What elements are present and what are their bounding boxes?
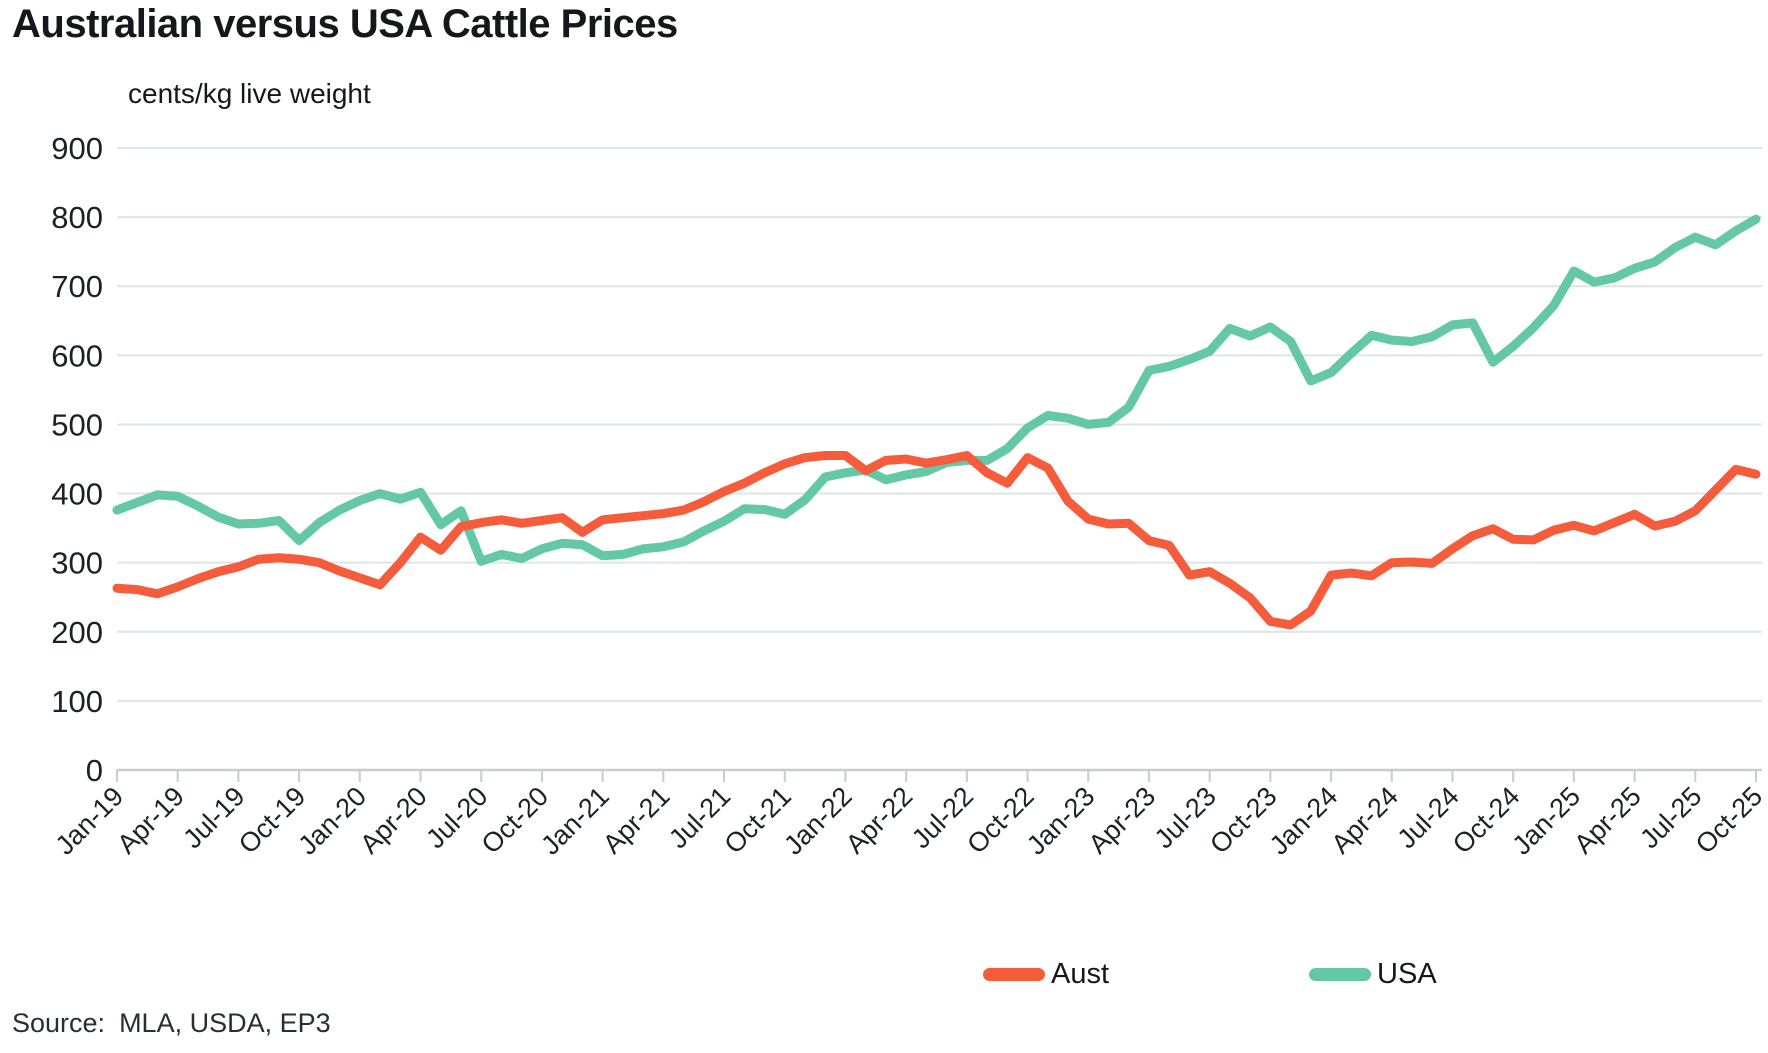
y-axis-label-600: 600 [51, 338, 103, 373]
x-axis-label-Apr-19: Apr-19 [111, 781, 190, 860]
y-axis-label-0: 0 [86, 753, 103, 788]
legend-label-usa: USA [1377, 958, 1437, 990]
x-axis-label-Apr-21: Apr-21 [597, 781, 676, 860]
x-axis-label-Apr-23: Apr-23 [1083, 781, 1162, 860]
x-axis-label-Jan-24: Jan-24 [1264, 781, 1344, 861]
x-axis-label-Apr-25: Apr-25 [1568, 781, 1647, 860]
x-axis-label-Jan-19: Jan-19 [50, 781, 130, 861]
x-axis-label-Apr-24: Apr-24 [1325, 781, 1404, 860]
x-axis-label-Jan-22: Jan-22 [778, 781, 858, 861]
y-axis-label-100: 100 [51, 684, 103, 719]
source-label: Source: [12, 1008, 106, 1038]
x-axis-label-Jan-23: Jan-23 [1021, 781, 1101, 861]
page-title: Australian versus USA Cattle Prices [12, 2, 678, 46]
source-text: MLA, USDA, EP3 [119, 1008, 331, 1038]
x-axis-label-Jan-25: Jan-25 [1507, 781, 1587, 861]
legend: Aust USA [983, 958, 1437, 991]
aust-price-line [112, 451, 1761, 630]
x-axis-label-Apr-22: Apr-22 [840, 781, 919, 860]
y-axis-label-400: 400 [51, 477, 103, 512]
source-note: Source: MLA, USDA, EP3 [12, 1008, 331, 1039]
legend-item-usa: USA [1309, 958, 1437, 991]
y-axis-units-label: cents/kg live weight [128, 78, 371, 109]
usa-line-swatch [1309, 968, 1372, 981]
legend-item-aust: Aust [983, 958, 1109, 991]
y-axis-label-800: 800 [51, 200, 103, 235]
y-axis-label-200: 200 [51, 615, 103, 650]
y-axis-label-300: 300 [51, 546, 103, 581]
x-axis-label-Jan-21: Jan-21 [535, 781, 615, 861]
usa-price-line [112, 214, 1761, 566]
legend-label-aust: Aust [1051, 958, 1110, 990]
x-axis-label-Jan-20: Jan-20 [292, 781, 372, 861]
y-axis-label-900: 900 [51, 131, 103, 166]
x-axis-label-Apr-20: Apr-20 [354, 781, 433, 860]
aust-line-swatch [983, 968, 1045, 981]
y-axis-label-700: 700 [51, 269, 103, 304]
y-axis-label-500: 500 [51, 407, 103, 442]
x-axis-label-Oct-25: Oct-25 [1690, 781, 1768, 860]
